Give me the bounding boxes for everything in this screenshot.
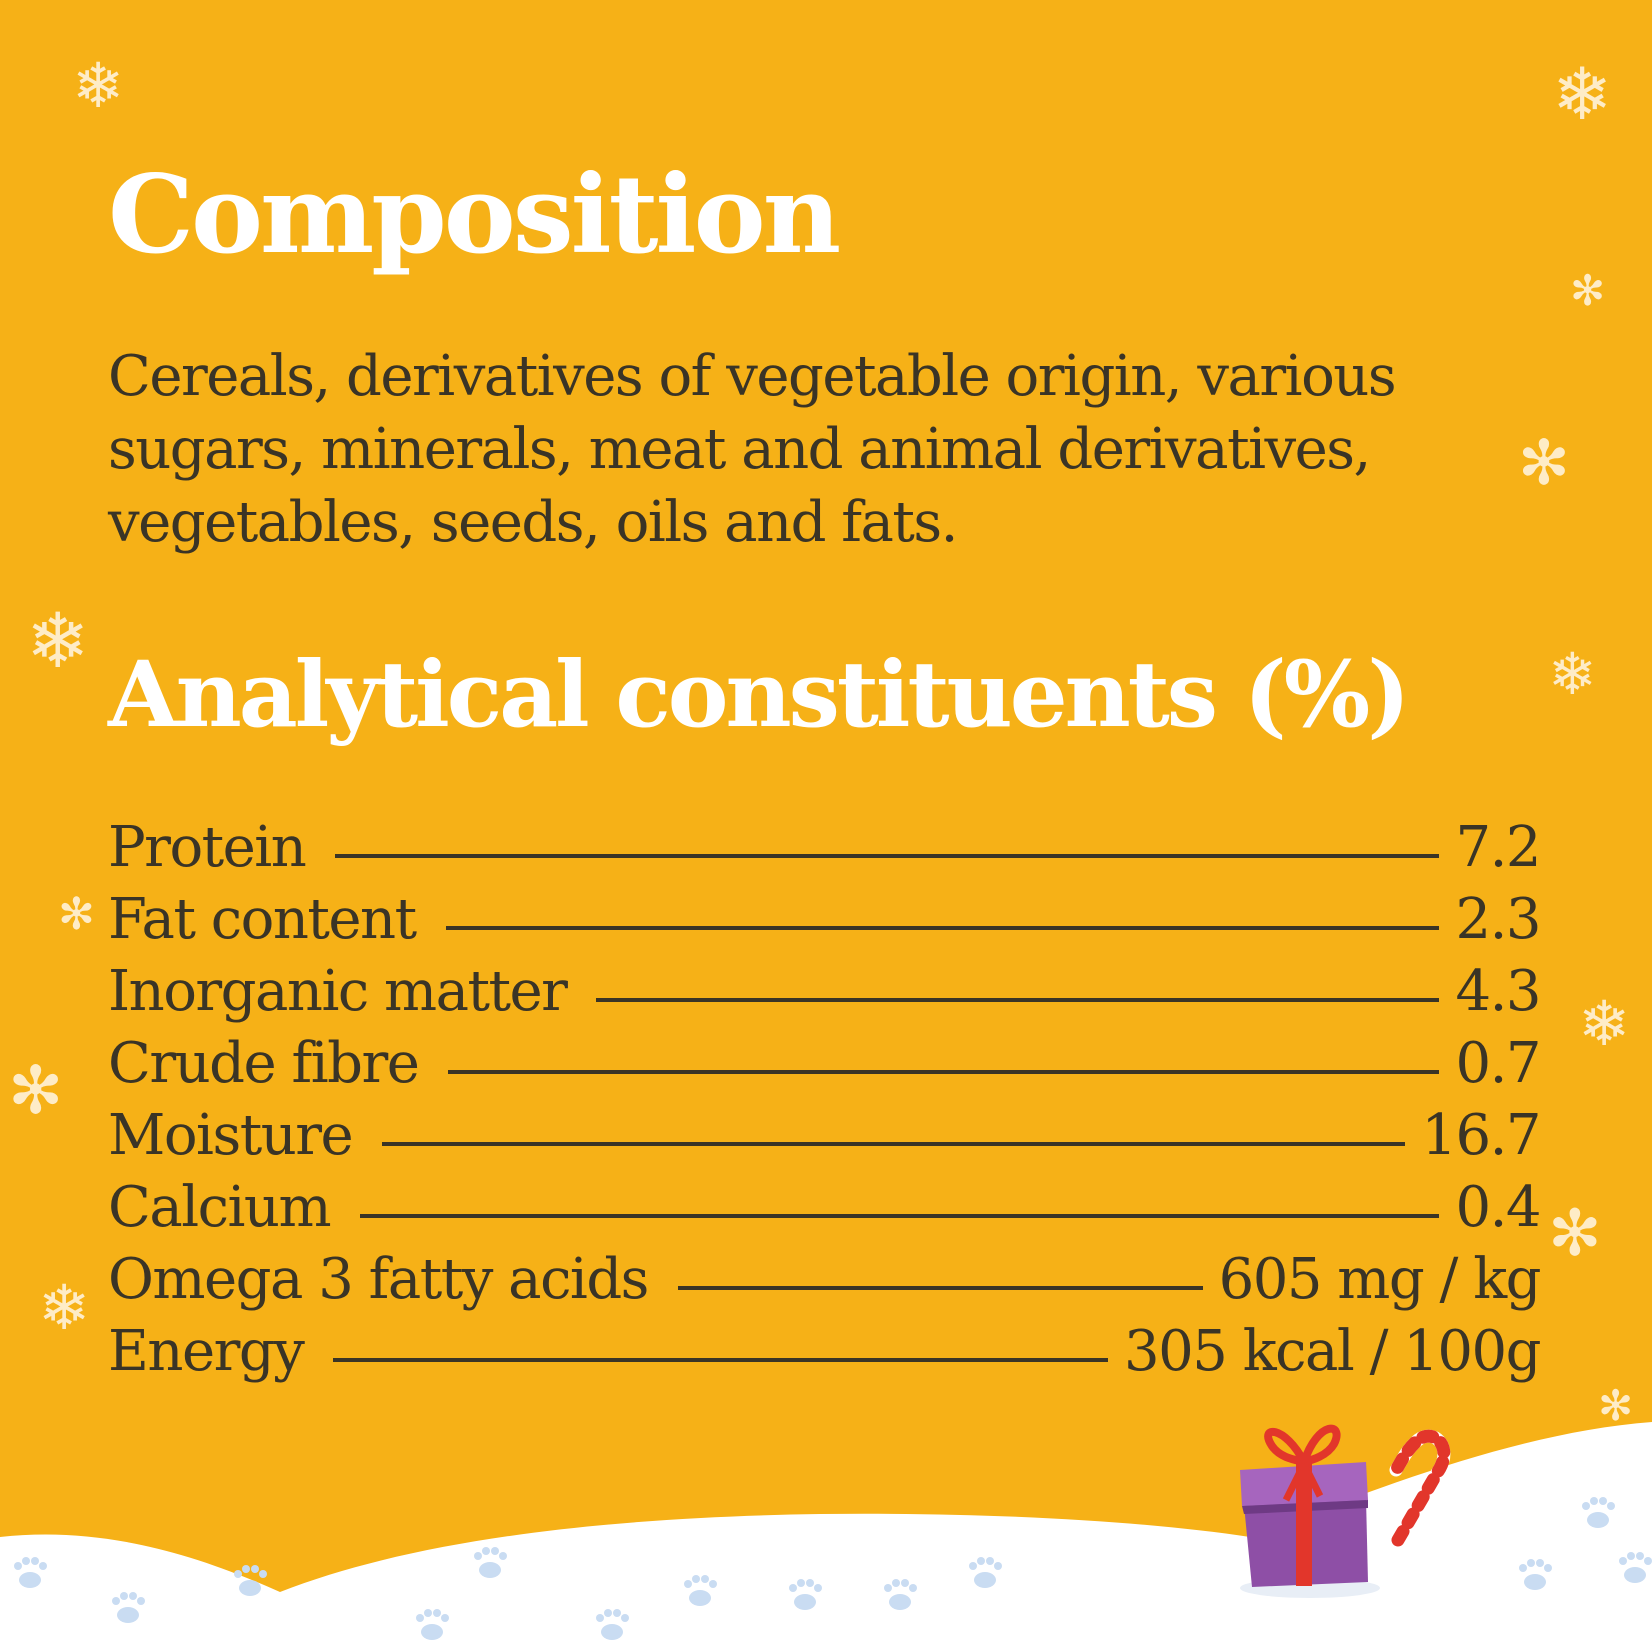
snowflake-icon: ✻ <box>1570 266 1606 315</box>
snow-ground <box>0 1422 1652 1652</box>
constituent-value: 305 kcal / 100g <box>1124 1319 1541 1384</box>
constituent-value: 16.7 <box>1421 1103 1541 1168</box>
paw-print-icon <box>234 1565 267 1596</box>
paw-print-icon <box>884 1579 917 1610</box>
constituent-row-energy: Energy 305 kcal / 100g <box>108 1316 1541 1388</box>
constituent-label: Calcium <box>108 1175 332 1240</box>
paw-print-icon <box>1519 1559 1552 1590</box>
analytical-constituents-list: Protein 7.2 Fat content 2.3 Inorganic ma… <box>108 812 1542 1388</box>
leader-line <box>333 1358 1109 1362</box>
paw-print-icon <box>789 1579 822 1610</box>
constituent-value: 605 mg / kg <box>1218 1247 1542 1312</box>
constituent-label: Moisture <box>108 1103 354 1168</box>
gift-icon <box>1240 1424 1380 1598</box>
constituent-value: 4.3 <box>1455 959 1541 1024</box>
paw-prints <box>14 1497 1652 1640</box>
snowflake-icon: ❄ <box>1548 640 1597 708</box>
constituent-label: Crude fibre <box>108 1031 420 1096</box>
constituent-label: Energy <box>108 1319 305 1384</box>
constituent-row-fat-content: Fat content 2.3 <box>108 884 1541 956</box>
constituent-row-crude-fibre: Crude fibre 0.7 <box>108 1028 1541 1100</box>
snowflake-icon: ✻ <box>1518 426 1570 499</box>
leader-line <box>677 1286 1203 1290</box>
snowflake-icon: ❄ <box>1552 52 1613 136</box>
snowflake-icon: ✻ <box>1598 1381 1634 1430</box>
analytical-constituents-heading: Analytical constituents (%) <box>108 642 1410 748</box>
composition-heading: Composition <box>108 152 841 278</box>
constituent-row-calcium: Calcium 0.4 <box>108 1172 1541 1244</box>
paw-print-icon <box>112 1592 145 1623</box>
constituent-row-omega-3: Omega 3 fatty acids 605 mg / kg <box>108 1244 1542 1316</box>
paw-print-icon <box>416 1609 449 1640</box>
leader-line <box>335 854 1440 858</box>
composition-text: Cereals, derivatives of vegetable origin… <box>108 344 1397 555</box>
snowflake-icon: ✻ <box>8 1052 64 1129</box>
constituent-value: 0.7 <box>1455 1031 1541 1096</box>
constituent-label: Fat content <box>108 887 417 952</box>
leader-line <box>596 998 1440 1002</box>
constituent-value: 0.4 <box>1455 1175 1541 1240</box>
constituent-label: Protein <box>108 815 307 880</box>
paw-print-icon <box>596 1609 629 1640</box>
constituent-value: 7.2 <box>1455 815 1541 880</box>
paw-print-icon <box>474 1547 507 1578</box>
constituent-label: Omega 3 fatty acids <box>108 1247 649 1312</box>
snowflake-icon: ❄ <box>38 1271 90 1344</box>
paw-print-icon <box>684 1575 717 1606</box>
leader-line <box>448 1070 1440 1074</box>
snowflake-icon: ✻ <box>1548 1197 1602 1271</box>
constituent-row-protein: Protein 7.2 <box>108 812 1541 884</box>
leader-line <box>445 926 1440 930</box>
leader-line <box>382 1142 1406 1146</box>
candy-cane-icon <box>1389 1429 1451 1547</box>
paw-print-icon <box>969 1557 1002 1588</box>
paw-print-icon <box>14 1557 47 1588</box>
leader-line <box>360 1214 1440 1218</box>
paw-print-icon <box>1619 1552 1652 1583</box>
constituent-row-inorganic-matter: Inorganic matter 4.3 <box>108 956 1541 1028</box>
constituent-label: Inorganic matter <box>108 959 568 1024</box>
snowflake-icon: ❄ <box>26 596 90 685</box>
constituent-row-moisture: Moisture 16.7 <box>108 1100 1541 1172</box>
snowflake-icon: ✻ <box>58 889 95 940</box>
snowflake-icon: ❄ <box>72 49 124 122</box>
constituent-value: 2.3 <box>1455 887 1541 952</box>
paw-print-icon <box>1582 1497 1615 1528</box>
snowflake-icon: ❄ <box>1578 987 1630 1060</box>
